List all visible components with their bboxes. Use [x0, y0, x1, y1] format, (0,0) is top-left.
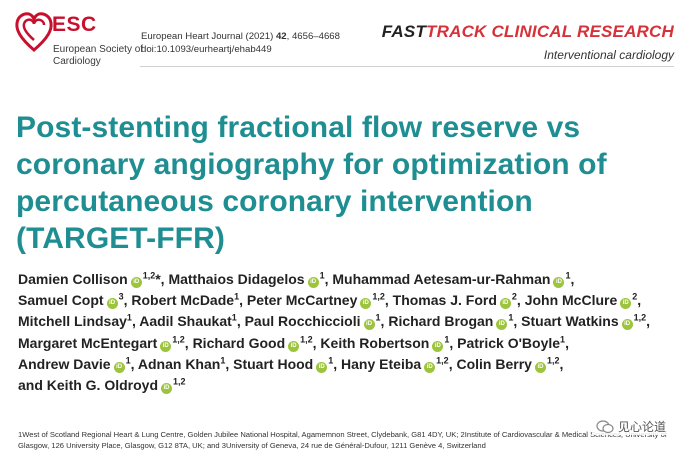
author: Richard Brogan iD1,	[388, 312, 518, 331]
author: John McClure iD2,	[524, 291, 642, 310]
author-affiliation-sup: 2	[511, 291, 517, 302]
journal-doi: doi:10.1093/eurheartj/ehab449	[141, 44, 272, 55]
author-affiliation-sup: 1	[560, 333, 566, 344]
orcid-icon[interactable]: iD	[307, 277, 319, 288]
orcid-icon[interactable]: iD	[534, 361, 546, 373]
orcid-icon[interactable]: iD	[621, 319, 633, 331]
author-affiliation-sup: 1,2	[142, 270, 156, 281]
orcid-icon[interactable]: iD	[363, 319, 375, 331]
orcid-icon[interactable]: iD	[316, 361, 328, 373]
author-affiliation-sup: 2	[632, 291, 638, 302]
affiliations: 1West of Scotland Regional Heart & Lung …	[18, 430, 667, 450]
author-affiliation-sup: 1,2	[173, 376, 186, 387]
author: Margaret McEntegart iD1,2,	[18, 333, 189, 352]
author-affiliation-sup: 1,2	[372, 291, 385, 302]
author-affiliation-sup: 1,2	[300, 333, 313, 344]
wechat-icon	[596, 419, 614, 433]
author: Adnan Khan1,	[137, 355, 230, 372]
author-affiliation-sup: 1	[234, 291, 240, 302]
author: Mitchell Lindsay1,	[18, 312, 136, 330]
header-divider	[140, 66, 674, 67]
orcid-icon[interactable]: iD	[496, 319, 508, 331]
author-affiliation-sup: 1	[319, 270, 325, 281]
journal-volume: 42	[275, 31, 287, 42]
orcid-icon[interactable]: iD	[161, 383, 173, 395]
author: Matthaios Didagelos iD1,	[168, 270, 329, 288]
orcid-icon[interactable]: iD	[360, 298, 372, 310]
orcid-icon[interactable]: iD	[130, 277, 142, 288]
author: Patrick O'Boyle1,	[457, 333, 569, 351]
orcid-icon[interactable]: iD	[432, 340, 444, 352]
author-affiliation-sup: 1,2	[633, 312, 647, 323]
author: Damien Collison iD1,2*,	[18, 270, 169, 288]
author: Robert McDade1,	[131, 291, 243, 309]
author: Colin Berry iD1,2,	[456, 355, 564, 373]
author-list: Damien Collison iD1,2*, Matthaios Didagel…	[18, 269, 678, 396]
orcid-icon[interactable]: iD	[106, 298, 118, 310]
esc-society: European Society of Cardiology	[53, 44, 144, 67]
author-affiliation-sup: 1,2	[172, 333, 185, 344]
author-affiliation-sup: 1	[375, 312, 381, 323]
author-affiliation-sup: 1	[444, 333, 450, 344]
author-affiliation-sup: 1,2	[546, 355, 560, 366]
author: Paul Rocchiccioli iD1,	[244, 312, 385, 331]
author-affiliation-sup: 3	[118, 291, 124, 302]
author-affiliation-sup: 1	[231, 312, 237, 323]
author: Stuart Hood iD1,	[233, 355, 338, 373]
author: Peter McCartney iD1,2,	[246, 291, 389, 310]
author-affiliation-sup: 1	[126, 312, 132, 323]
author: Hany Eteiba iD1,2,	[341, 355, 453, 373]
esc-name: ESC	[52, 13, 97, 36]
orcid-icon[interactable]: iD	[113, 361, 125, 373]
journal-citation: European Heart Journal (2021) 42, 4656–4…	[141, 31, 340, 55]
article-title: Post-stenting fractional flow reserve vs…	[16, 111, 607, 255]
author-affiliation-sup: 1	[220, 355, 226, 366]
fasttrack-banner: FASTTRACK CLINICAL RESEARCH	[381, 22, 674, 41]
watermark: 见心论道	[591, 418, 670, 435]
orcid-icon[interactable]: iD	[288, 340, 300, 352]
author-affiliation-sup: 1	[125, 355, 131, 366]
author: Andrew Davie iD1,	[18, 355, 135, 373]
orcid-icon[interactable]: iD	[499, 298, 511, 310]
author: Aadil Shaukat1,	[139, 312, 241, 330]
author-affiliation-sup: 1,2	[436, 355, 449, 366]
author: Muhammad Aetesam-ur-Rahman iD1,	[332, 270, 575, 288]
section-label: Interventional cardiology	[543, 48, 674, 62]
author-affiliation-sup: 1	[565, 270, 571, 281]
author-affiliation-sup: 1	[328, 355, 334, 366]
author: and Keith G. Oldroyd iD1,2	[18, 376, 186, 395]
author: Stuart Watkins iD1,2,	[521, 312, 651, 331]
esc-heart-logo-icon	[15, 12, 53, 52]
author: Keith Robertson iD1,	[320, 333, 454, 352]
author: Richard Good iD1,2,	[192, 333, 317, 352]
author-affiliation-sup: 1	[508, 312, 514, 323]
author: Thomas J. Ford iD2,	[392, 291, 521, 310]
orcid-icon[interactable]: iD	[160, 340, 172, 352]
author: Samuel Copt iD3,	[18, 291, 128, 310]
orcid-icon[interactable]: iD	[620, 298, 632, 310]
orcid-icon[interactable]: iD	[424, 361, 436, 373]
orcid-icon[interactable]: iD	[553, 277, 565, 288]
